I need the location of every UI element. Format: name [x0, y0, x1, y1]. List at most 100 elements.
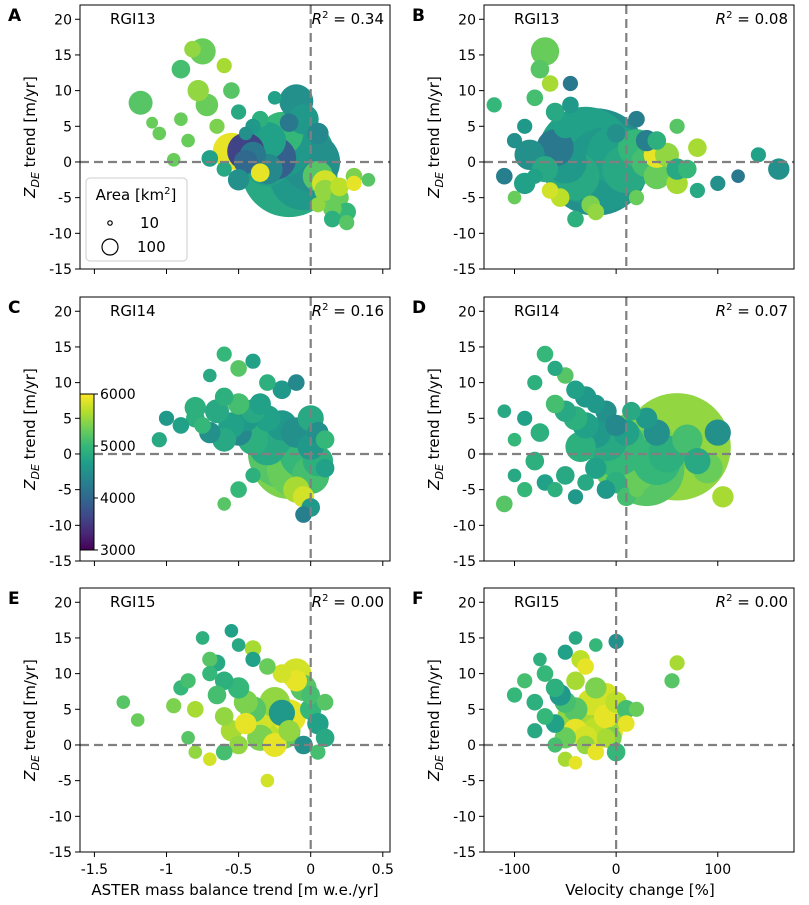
scatter-points — [116, 624, 335, 788]
scatter-point — [585, 677, 607, 699]
scatter-point — [618, 715, 635, 732]
scatter-point — [562, 96, 579, 114]
scatter-point — [517, 482, 533, 498]
scatter-point — [195, 631, 210, 645]
y-tick-label: -15 — [453, 554, 476, 570]
scatter-point — [647, 131, 667, 150]
scatter-point — [486, 97, 502, 113]
scatter-point — [750, 147, 767, 163]
scatter-point — [768, 158, 790, 180]
scatter-point — [585, 457, 607, 479]
y-tick-label: -5 — [462, 483, 476, 499]
panel-letter: E — [8, 589, 20, 609]
x-tick-label: 0 — [612, 862, 621, 878]
y-tick-label: 5 — [63, 119, 72, 135]
y-tick-label: 15 — [54, 48, 72, 64]
scatter-point — [194, 417, 211, 434]
scatter-point — [608, 633, 624, 650]
scatter-point — [628, 110, 645, 128]
scatter-point — [330, 177, 349, 197]
y-axis-label: ZDE trend [m/yr] — [425, 368, 446, 491]
scatter-point — [187, 79, 209, 102]
scatter-point — [545, 102, 565, 122]
y-tick-label: -5 — [58, 774, 72, 790]
scatter-point — [181, 133, 195, 148]
scatter-point — [533, 652, 547, 667]
y-tick-label: 5 — [467, 702, 476, 718]
y-tick-label: -10 — [49, 518, 72, 534]
y-tick-label: -10 — [453, 809, 476, 825]
scatter-point — [231, 638, 246, 652]
scatter-point — [527, 375, 543, 391]
scatter-point — [151, 432, 167, 448]
scatter-point — [553, 114, 578, 139]
y-tick-label: 0 — [467, 155, 476, 171]
scatter-point — [184, 40, 201, 58]
scatter-point — [361, 173, 376, 187]
scatter-point — [174, 112, 188, 126]
scatter-point — [577, 658, 594, 675]
scatter-point — [527, 723, 543, 739]
region-label: RGI13 — [110, 10, 156, 28]
y-tick-label: -5 — [462, 774, 476, 790]
scatter-point — [223, 82, 240, 99]
scatter-point — [587, 743, 605, 761]
scatter-point — [568, 631, 583, 645]
x-tick-label: -0.5 — [225, 862, 252, 878]
x-axis-label-left: ASTER mass balance trend [m w.e./yr] — [91, 881, 378, 899]
panel-e: -15 -10 -5 0 5 10 15 20 -1.5 -1 -0.5 0 0.5 E RGI15 R2 =… — [8, 587, 394, 878]
y-tick-label: 10 — [54, 376, 72, 392]
r2-label: R2 = 0.34 — [312, 10, 384, 28]
y-tick-label: 10 — [54, 84, 72, 100]
scatter-point — [547, 482, 563, 498]
scatter-point — [606, 742, 626, 762]
colorbar: 3000 4000 5000 6000 — [79, 387, 136, 559]
y-tick-label: 15 — [458, 340, 476, 356]
r2-label: R2 = 0.08 — [716, 10, 788, 28]
scatter-point — [214, 671, 234, 691]
y-tick-label: 5 — [467, 119, 476, 135]
colorbar-tick-label: 4000 — [100, 491, 136, 507]
y-tick-label: 20 — [54, 12, 72, 28]
scatter-point — [530, 423, 550, 442]
scatter-point — [507, 432, 522, 447]
y-tick-label: -10 — [453, 226, 476, 242]
y-tick-label: 10 — [458, 667, 476, 683]
y-tick-label: -15 — [453, 845, 476, 861]
scatter-point — [307, 122, 329, 145]
y-tick-label: 0 — [63, 447, 72, 463]
panel-letter: D — [412, 298, 426, 318]
scatter-point — [207, 685, 227, 705]
scatter-point — [704, 419, 731, 446]
y-tick-label: 20 — [54, 304, 72, 320]
scatter-point — [557, 644, 573, 660]
scatter-point — [536, 345, 554, 363]
panel-letter: B — [412, 6, 425, 26]
y-tick-label: 20 — [458, 595, 476, 611]
y-tick-label: 0 — [467, 447, 476, 463]
scatter-point — [712, 486, 734, 508]
y-tick-label: -15 — [49, 554, 72, 570]
scatter-point — [684, 448, 711, 475]
y-tick-label: -15 — [49, 845, 72, 861]
scatter-point — [497, 404, 512, 419]
scatter-point — [530, 59, 550, 79]
y-tick-label: 10 — [458, 84, 476, 100]
scatter-point — [171, 59, 191, 79]
scatter-point — [231, 104, 247, 120]
y-tick-label: 0 — [63, 155, 72, 171]
scatter-point — [664, 673, 680, 689]
scatter-point — [146, 116, 159, 129]
scatter-point — [545, 678, 565, 698]
panel-f: -15 -10 -5 0 5 10 15 20 -100 0 100 F RGI15 R2 = 0.00 Z… — [412, 587, 795, 878]
scatter-point — [586, 394, 606, 414]
scatter-point — [215, 743, 233, 761]
y-axis-label: ZDE trend [m/yr] — [21, 76, 42, 199]
y-axis-label: ZDE trend [m/yr] — [21, 368, 42, 491]
scatter-point — [172, 417, 190, 434]
scatter-point — [250, 163, 270, 182]
scatter-point — [260, 773, 275, 788]
y-tick-label: -5 — [58, 191, 72, 207]
region-label: RGI13 — [514, 10, 560, 28]
